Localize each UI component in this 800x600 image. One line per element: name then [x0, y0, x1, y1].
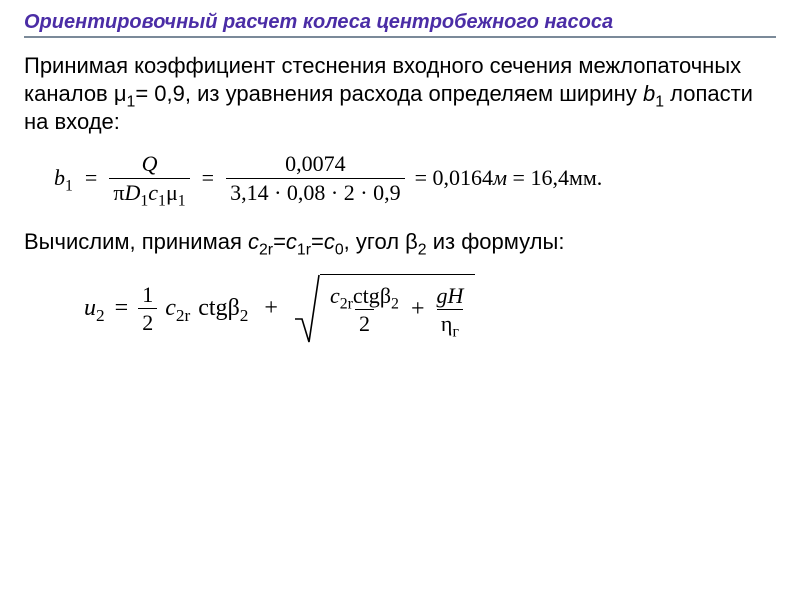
f1-res1: = 0,0164м = 16,4мм.: [415, 165, 603, 191]
paragraph-1: Принимая коэффициент стеснения входного …: [24, 52, 776, 136]
p1-b-sub: 1: [655, 94, 664, 111]
f2-sqfrac1-den: 2: [355, 309, 374, 335]
f1-b-sub: 1: [65, 177, 73, 194]
p2-c1r-c: c: [286, 229, 297, 254]
f2-lhs: u2: [84, 295, 105, 322]
f2-eq: =: [113, 295, 131, 322]
f1-c: c: [148, 180, 158, 205]
p2-c2r-c: c: [248, 229, 259, 254]
f2-u-sub: 2: [96, 306, 105, 325]
f2-plus2: +: [403, 296, 433, 323]
f2-half-den: 2: [138, 308, 157, 334]
p2-eq2: =: [311, 229, 324, 254]
paragraph-2: Вычислим, принимая c2r=c1r=c0, угол β2 и…: [24, 228, 776, 256]
f1-eq1: =: [83, 165, 99, 191]
f1-pi: π: [113, 180, 124, 205]
f2-sq-betasub: 2: [391, 296, 399, 313]
f1-frac1-den: πD1c1μ1: [109, 178, 189, 204]
p2-eq1: =: [273, 229, 286, 254]
f2-sqfrac1: c2rctgβ2 2: [326, 284, 403, 335]
f2-sq-csub: 2r: [340, 296, 353, 313]
f1-frac1-num: Q: [138, 152, 162, 177]
f2-c2r-sub: 2r: [176, 306, 190, 325]
f1-lhs: b1: [54, 165, 73, 191]
p2-text-b: , угол β: [344, 229, 418, 254]
p2-c2r-sub: 2r: [259, 241, 273, 258]
f1-frac2-den: 3,14 · 0,08 · 2 · 0,9: [226, 178, 404, 204]
f1-mu-sub: 1: [178, 192, 186, 209]
page-title: Ориентировочный расчет колеса центробежн…: [24, 10, 776, 34]
f2-ctgb: ctgβ2: [198, 295, 248, 322]
f2-half-num: 1: [138, 283, 157, 308]
p2-c0-c: c: [324, 229, 335, 254]
f2-beta-sub: 2: [240, 306, 249, 325]
f2-sq-c: c: [330, 283, 340, 308]
f1-res1-m: м: [493, 165, 507, 190]
p1-b: b: [643, 81, 655, 106]
p2-text-a: Вычислим, принимая: [24, 229, 248, 254]
p2-c1r-sub: 1r: [297, 241, 311, 258]
f2-c2r-c: c: [165, 295, 176, 321]
f2-ctg: ctg: [198, 295, 227, 321]
f1-mu: μ: [166, 180, 178, 205]
f2-beta: β: [228, 295, 240, 321]
sqrt-radical-icon: [294, 274, 320, 344]
f1-b: b: [54, 165, 65, 190]
f1-res2: = 16,4мм.: [507, 165, 602, 190]
p2-c0-sub: 0: [335, 241, 344, 258]
f1-frac1: Q πD1c1μ1: [109, 152, 189, 203]
f2-H: H: [447, 283, 463, 308]
f2-g: g: [436, 283, 447, 308]
f2-gH: gH: [432, 284, 467, 309]
f1-res1-val: = 0,0164: [415, 165, 493, 190]
f1-frac2: 0,0074 3,14 · 0,08 · 2 · 0,9: [226, 152, 404, 203]
f2-eta: ηг: [437, 309, 463, 335]
f2-u: u: [84, 295, 96, 321]
page: Ориентировочный расчет колеса центробежн…: [0, 0, 800, 344]
f2-sqfrac1-num: c2rctgβ2: [326, 284, 403, 309]
formula-1: b1 = Q πD1c1μ1 = 0,0074 3,14 · 0,08 · 2 …: [54, 152, 776, 203]
f2-half: 1 2: [138, 283, 157, 334]
p2-text-c: из формулы:: [427, 229, 565, 254]
f2-sqfrac2: gH ηг: [432, 284, 467, 335]
f2-sq-beta: β: [380, 283, 391, 308]
title-underline: Ориентировочный расчет колеса центробежн…: [24, 10, 776, 38]
f2-c2r: c2r: [165, 295, 190, 322]
f2-eta-sym: η: [441, 311, 453, 336]
f2-radicand: c2rctgβ2 2 + gH ηг: [320, 274, 475, 345]
p1-text-b: = 0,9, из уравнения расхода определяем ш…: [135, 81, 643, 106]
f1-c-sub: 1: [158, 192, 166, 209]
f1-D: D: [124, 180, 140, 205]
f2-sqrt: c2rctgβ2 2 + gH ηг: [294, 274, 475, 344]
f2-plus1: +: [256, 295, 286, 322]
f2-eta-sub: г: [452, 324, 459, 341]
formula-2: u2 = 1 2 c2r ctgβ2 + c2rctgβ2: [84, 274, 776, 344]
f2-sq-ctg: ctg: [353, 283, 380, 308]
f1-frac2-num: 0,0074: [281, 152, 350, 177]
f1-eq2: =: [200, 165, 216, 191]
p2-beta-sub: 2: [418, 241, 427, 258]
